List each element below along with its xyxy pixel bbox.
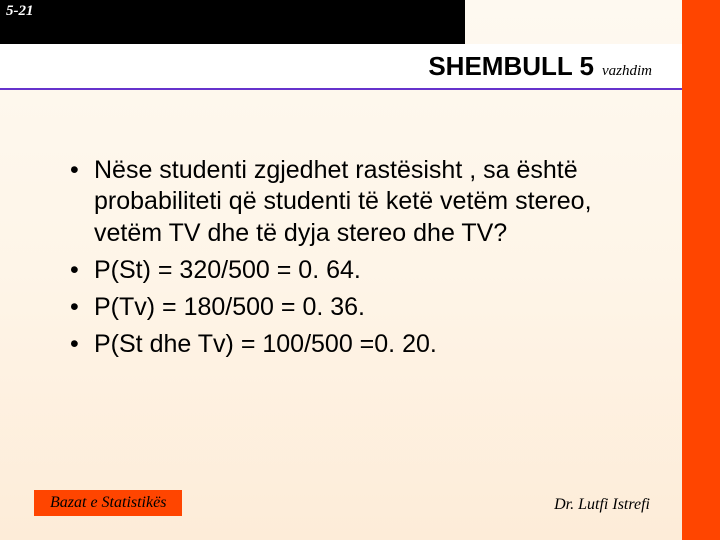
bullet-item: • P(St) = 320/500 = 0. 64. bbox=[70, 255, 660, 286]
bullet-text: P(St) = 320/500 = 0. 64. bbox=[94, 255, 660, 286]
footer-left: Bazat e Statistikës bbox=[34, 490, 182, 516]
header-black-band bbox=[0, 0, 465, 44]
bullet-text: P(Tv) = 180/500 = 0. 36. bbox=[94, 292, 660, 323]
bullet-text: P(St dhe Tv) = 100/500 =0. 20. bbox=[94, 329, 660, 360]
bullet-item: • Nëse studenti zgjedhet rastësisht , sa… bbox=[70, 155, 660, 249]
bullet-marker: • bbox=[70, 329, 94, 360]
title-main-text: SHEMBULL 5 bbox=[428, 51, 594, 82]
bullet-marker: • bbox=[70, 155, 94, 249]
slide-title: SHEMBULL 5 vazhdim bbox=[428, 51, 652, 82]
title-box: SHEMBULL 5 vazhdim bbox=[0, 44, 682, 90]
content-area: • Nëse studenti zgjedhet rastësisht , sa… bbox=[70, 155, 660, 367]
bullet-text: Nëse studenti zgjedhet rastësisht , sa ë… bbox=[94, 155, 660, 249]
slide: 5-21 SHEMBULL 5 vazhdim • Nëse studenti … bbox=[0, 0, 720, 540]
bullet-item: • P(St dhe Tv) = 100/500 =0. 20. bbox=[70, 329, 660, 360]
title-sub-text: vazhdim bbox=[602, 63, 652, 80]
right-accent-bar bbox=[682, 0, 720, 540]
bullet-marker: • bbox=[70, 255, 94, 286]
footer-right: Dr. Lutfi Istrefi bbox=[554, 496, 650, 514]
page-number: 5-21 bbox=[6, 3, 34, 20]
bullet-marker: • bbox=[70, 292, 94, 323]
bullet-item: • P(Tv) = 180/500 = 0. 36. bbox=[70, 292, 660, 323]
